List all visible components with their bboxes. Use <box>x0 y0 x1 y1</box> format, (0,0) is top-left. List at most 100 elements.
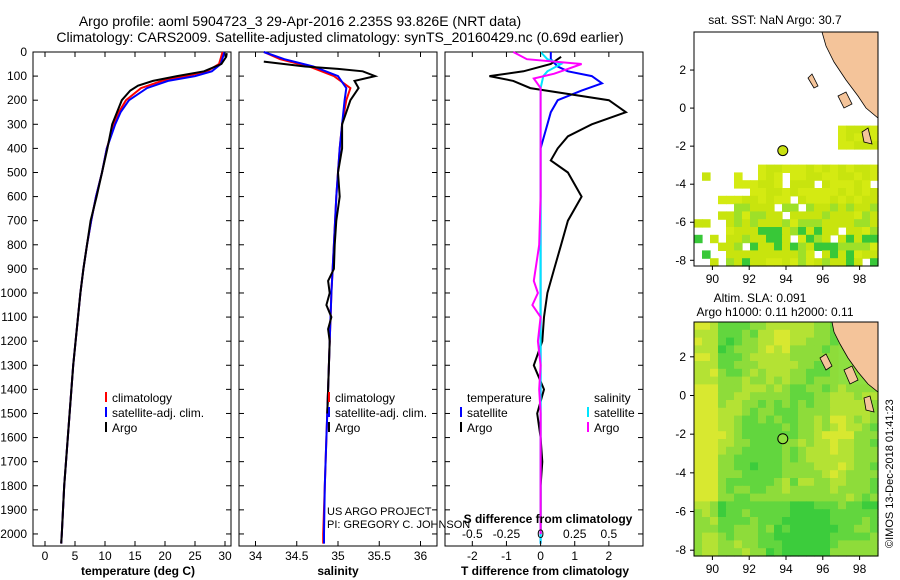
map-cell <box>734 180 743 189</box>
map-cell <box>774 361 783 370</box>
map-cell <box>798 540 807 549</box>
map-cell <box>798 368 807 378</box>
map-cell <box>750 454 759 463</box>
salinity-climatology-line <box>263 51 352 544</box>
map-cell <box>718 493 727 502</box>
map-cell <box>822 211 831 220</box>
map-y-tick-label: 2 <box>679 63 686 77</box>
map-cell <box>758 446 767 456</box>
map-cell <box>726 454 735 463</box>
depth-tick-label: 400 <box>7 141 27 155</box>
map-cell <box>790 454 799 463</box>
map-cell <box>830 517 839 526</box>
map-cell <box>854 211 863 220</box>
map-cell <box>846 501 855 510</box>
map-cell <box>694 337 703 346</box>
map-cell <box>766 485 775 495</box>
salinity-series <box>263 51 379 544</box>
map-cell <box>822 180 831 189</box>
map-cell <box>726 509 735 518</box>
map-cell <box>790 345 799 354</box>
map-cell <box>806 345 815 354</box>
map-cell <box>838 493 847 502</box>
map-cell <box>814 524 823 534</box>
map-cell <box>774 180 783 189</box>
map-cell <box>750 431 759 440</box>
map-cell <box>822 517 831 526</box>
map-cell <box>806 493 815 502</box>
map-cell <box>830 540 839 549</box>
map-cell <box>742 540 751 549</box>
map-cell <box>758 345 767 354</box>
map-cell <box>774 454 783 463</box>
map-cell <box>822 242 831 251</box>
map-cell <box>814 376 823 385</box>
map-cell <box>806 454 815 463</box>
map-cell <box>790 407 799 417</box>
map-cell <box>774 345 783 354</box>
map-cell <box>854 501 863 510</box>
map-cell <box>830 376 839 385</box>
map-cell <box>758 439 767 448</box>
map-cell <box>750 485 759 495</box>
map-cell <box>782 329 791 339</box>
imos-timestamp: ©IMOS 13-Dec-2018 01:41:23 <box>884 399 896 548</box>
x-tick-label: 15 <box>128 549 142 563</box>
map-cell <box>718 368 727 378</box>
map-cell <box>782 501 791 510</box>
map-cell <box>830 478 839 487</box>
map-cell <box>742 219 751 228</box>
map-cell <box>710 407 719 417</box>
map-cell <box>702 353 711 362</box>
difference-t-argo-line <box>489 55 629 534</box>
map-cell <box>750 353 759 362</box>
sla-map-yticks: 2 0 -2 -4 -6 -8 <box>675 350 694 557</box>
map-cell <box>862 227 871 236</box>
map-cell <box>854 407 863 417</box>
map-cell <box>814 446 823 456</box>
difference-s-satellite-line <box>539 51 564 544</box>
map-cell <box>790 462 799 471</box>
s-diff-tick-label: -0.5 <box>462 527 483 541</box>
map-cell <box>710 470 719 479</box>
map-cell <box>766 219 775 228</box>
map-cell <box>726 470 735 479</box>
sst-map <box>693 31 879 267</box>
map-cell <box>822 329 831 339</box>
map-cell <box>718 462 727 471</box>
map-cell <box>782 423 791 432</box>
map-cell <box>758 368 767 378</box>
map-cell <box>830 211 839 220</box>
map-cell <box>694 462 703 471</box>
map-cell <box>862 415 871 424</box>
map-cell <box>870 423 879 432</box>
map-cell <box>854 227 863 236</box>
map-cell <box>814 400 823 409</box>
map-cell <box>806 384 815 393</box>
difference-series <box>489 51 629 544</box>
map-cell <box>822 322 831 331</box>
map-cell <box>718 540 727 549</box>
map-cell <box>806 188 815 197</box>
map-cell <box>774 423 783 432</box>
map-cell <box>702 478 711 487</box>
map-cell <box>798 462 807 471</box>
map-cell <box>782 540 791 549</box>
map-cell <box>742 517 751 526</box>
map-cell <box>870 415 879 424</box>
map-cell <box>694 219 703 228</box>
map-cell <box>742 548 751 557</box>
map-cell <box>854 509 863 518</box>
map-cell <box>862 141 871 150</box>
island-shape <box>843 365 859 385</box>
map-cell <box>854 540 863 549</box>
map-cell <box>774 532 783 541</box>
map-cell <box>790 227 799 236</box>
map-cell <box>830 384 839 393</box>
map-cell <box>742 462 751 471</box>
map-cell <box>702 172 711 181</box>
map-cell <box>726 524 735 534</box>
map-cell <box>854 258 863 267</box>
map-cell <box>766 242 775 251</box>
map-cell <box>718 415 727 424</box>
